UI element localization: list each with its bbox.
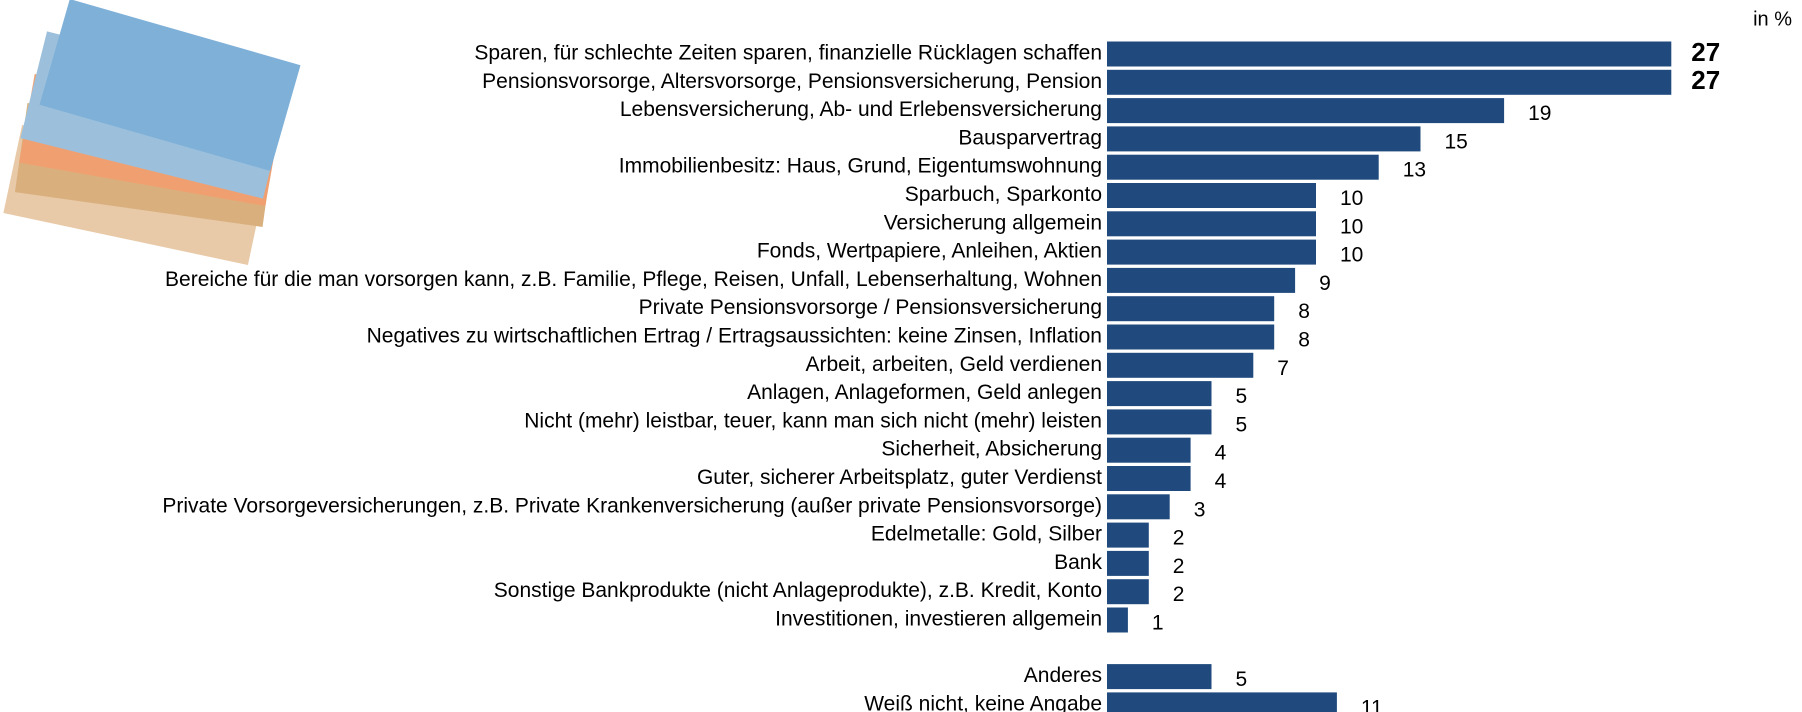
category-label: Lebensversicherung, Ab- und Erlebensvers… (620, 98, 1102, 121)
category-label: Investitionen, investieren allgemein (775, 608, 1102, 631)
value-label: 13 (1403, 159, 1426, 182)
category-label: Guter, sicherer Arbeitsplatz, guter Verd… (697, 466, 1102, 489)
category-label: Bereiche für die man vorsorgen kann, z.B… (165, 268, 1102, 291)
bar (1107, 296, 1274, 321)
category-label: Versicherung allgemein (884, 211, 1102, 234)
value-label: 3 (1194, 498, 1206, 521)
money-image (3, 0, 300, 265)
bar (1107, 325, 1274, 350)
bar (1107, 98, 1504, 123)
bar (1107, 183, 1316, 208)
value-label: 5 (1236, 413, 1248, 436)
category-label: Anlagen, Anlageformen, Geld anlegen (747, 381, 1102, 404)
value-label: 2 (1173, 555, 1185, 578)
value-label: 10 (1340, 244, 1363, 267)
value-label: 15 (1445, 130, 1468, 153)
value-label: 9 (1319, 272, 1331, 295)
value-label: 27 (1691, 37, 1720, 67)
bar (1107, 240, 1316, 265)
bar (1107, 211, 1316, 236)
bar (1107, 579, 1149, 604)
category-label: Anderes (1024, 664, 1102, 687)
bar (1107, 42, 1671, 67)
category-label: Weiß nicht, keine Angabe (864, 692, 1102, 712)
value-label: 8 (1298, 329, 1310, 352)
category-label: Edelmetalle: Gold, Silber (871, 523, 1102, 546)
bar (1107, 438, 1191, 463)
value-label: 19 (1528, 102, 1551, 125)
category-label: Arbeit, arbeiten, Geld verdienen (805, 353, 1102, 376)
value-label: 7 (1277, 357, 1289, 380)
bar (1107, 494, 1170, 519)
category-label: Immobilienbesitz: Haus, Grund, Eigentums… (619, 155, 1102, 178)
bar (1107, 466, 1191, 491)
category-label: Private Pensionsvorsorge / Pensionsversi… (639, 296, 1102, 319)
category-label: Negatives zu wirtschaftlichen Ertrag / E… (367, 325, 1102, 348)
category-label: Sparen, für schlechte Zeiten sparen, fin… (474, 42, 1102, 65)
value-label: 8 (1298, 300, 1310, 323)
bar (1107, 409, 1212, 434)
bar (1107, 551, 1149, 576)
category-label: Pensionsvorsorge, Altersvorsorge, Pensio… (482, 70, 1102, 93)
bar (1107, 353, 1253, 378)
category-label: Bank (1054, 551, 1102, 574)
category-label: Nicht (mehr) leistbar, teuer, kann man s… (524, 409, 1102, 432)
bar (1107, 692, 1337, 712)
value-label: 4 (1215, 470, 1227, 493)
bar (1107, 381, 1212, 406)
value-label: 10 (1340, 215, 1363, 238)
value-label: 10 (1340, 187, 1363, 210)
unit-note: in % (1753, 8, 1792, 30)
bar (1107, 126, 1421, 151)
bar (1107, 70, 1671, 95)
bar (1107, 608, 1128, 633)
bar (1107, 664, 1212, 689)
category-label: Private Vorsorgeversicherungen, z.B. Pri… (162, 494, 1102, 517)
bar (1107, 523, 1149, 548)
bar (1107, 268, 1295, 293)
category-label: Sicherheit, Absicherung (881, 438, 1102, 461)
value-label: 4 (1215, 442, 1227, 465)
value-label: 5 (1236, 385, 1248, 408)
category-label: Fonds, Wertpapiere, Anleihen, Aktien (757, 240, 1102, 263)
value-label: 1 (1152, 612, 1164, 635)
value-label: 2 (1173, 583, 1185, 606)
chart: in % Sparen, für schlechte Zeiten sparen… (0, 0, 1802, 712)
category-label: Bausparvertrag (958, 126, 1102, 149)
value-label: 5 (1236, 668, 1248, 691)
category-label: Sparbuch, Sparkonto (905, 183, 1102, 206)
value-label: 27 (1691, 65, 1720, 95)
category-label: Sonstige Bankprodukte (nicht Anlageprodu… (494, 579, 1102, 602)
value-label: 2 (1173, 527, 1185, 550)
bar (1107, 155, 1379, 180)
value-label: 11 (1361, 696, 1383, 712)
